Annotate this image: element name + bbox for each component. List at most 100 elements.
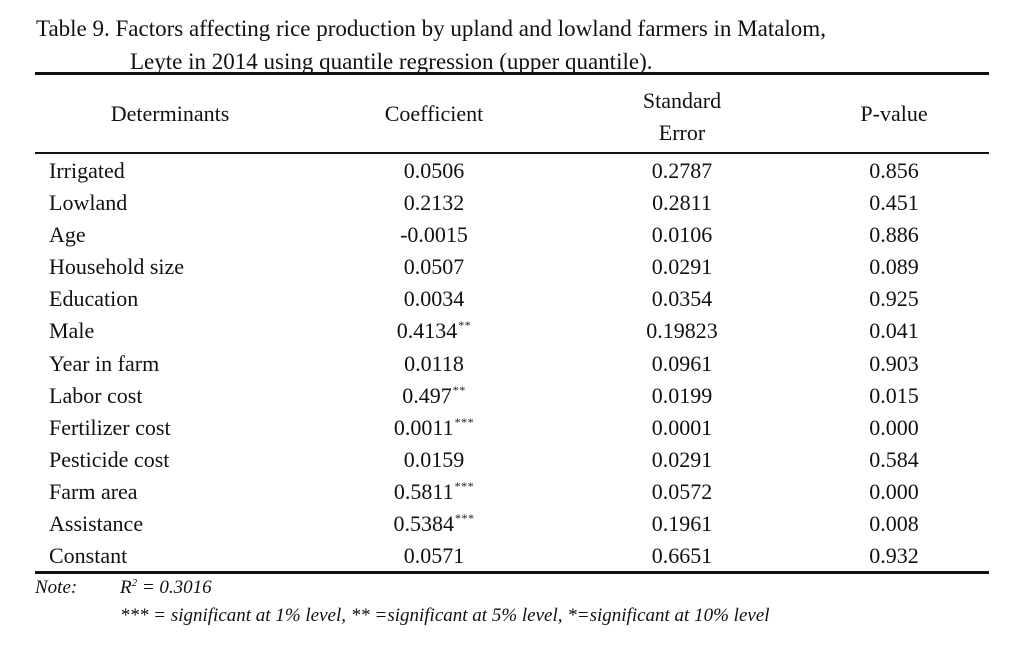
- coefficient-value: 0.5384: [393, 511, 455, 537]
- note-r-squared: R2 = 0.3016: [120, 577, 212, 599]
- p-value-cell: 0.008: [869, 511, 919, 537]
- standard-error-cell: 0.2787: [651, 158, 713, 183]
- table-row: Labor cost 0.497** 0.0199 0.015: [0, 380, 1021, 412]
- header-standard-error-line-2: Error: [658, 120, 706, 145]
- table-row: Year in farm 0.0118 0.0961 0.903: [0, 348, 1021, 380]
- determinant-name: Male: [49, 318, 95, 344]
- standard-error-cell: 0.6651: [651, 543, 713, 569]
- coefficient-value: 0.0011: [393, 414, 454, 440]
- coefficient-cell: 0.0506: [334, 158, 534, 184]
- table-row: Lowland 0.2132 0.2811 0.451: [0, 187, 1021, 219]
- table-row: Household size 0.0507 0.0291 0.089: [0, 251, 1021, 283]
- coefficient-cell: 0.4134**: [334, 318, 534, 344]
- coefficient-value: 0.2132: [403, 190, 465, 216]
- coefficient-value: 0.497: [402, 382, 452, 408]
- coefficient-value: 0.0034: [403, 286, 465, 312]
- standard-error-cell: 0.0572: [651, 478, 713, 504]
- r2-superscript: 2: [131, 577, 138, 589]
- coefficient-value: 0.4134: [396, 318, 458, 344]
- table-row: Pesticide cost 0.0159 0.0291 0.584: [0, 444, 1021, 476]
- determinant-name: Assistance: [49, 511, 144, 537]
- header-standard-error-line-1: Standard: [642, 88, 722, 113]
- p-value-cell: 0.903: [869, 350, 919, 376]
- table-row: Irrigated 0.0506 0.2787 0.856: [0, 155, 1021, 187]
- significance-marker: **: [458, 318, 472, 333]
- coefficient-value: 0.0571: [403, 543, 465, 569]
- p-value-cell: 0.584: [869, 446, 919, 472]
- coefficient-cell: 0.0571: [334, 543, 534, 569]
- significance-marker: ***: [454, 478, 475, 493]
- standard-error-cell: 0.1961: [651, 511, 713, 537]
- coefficient-value: 0.5811: [393, 478, 454, 504]
- header-p-value: P-value: [860, 101, 928, 126]
- determinant-name: Year in farm: [49, 350, 160, 376]
- p-value-cell: 0.451: [869, 190, 919, 216]
- table-row: Fertilizer cost 0.0011*** 0.0001 0.000: [0, 412, 1021, 444]
- coefficient-cell: 0.0159: [334, 447, 534, 473]
- p-value-cell: 0.000: [869, 478, 919, 504]
- coefficient-value: -0.0015: [400, 222, 468, 248]
- r2-value: = 0.3016: [137, 577, 212, 598]
- bottom-rule: [35, 571, 989, 574]
- determinant-name: Farm area: [49, 478, 138, 504]
- header-rule: [35, 152, 989, 154]
- coefficient-value: 0.0159: [403, 446, 465, 472]
- table-body: Irrigated 0.0506 0.2787 0.856 Lowland 0.2132 0…: [0, 155, 1021, 572]
- table-row: Male 0.4134** 0.19823 0.041: [0, 315, 1021, 347]
- note-label: Note:: [35, 577, 78, 598]
- coefficient-cell: 0.0011***: [334, 415, 534, 441]
- coefficient-cell: 0.5811***: [334, 479, 534, 505]
- table-row: Farm area 0.5811*** 0.0572 0.000: [0, 476, 1021, 508]
- determinant-name: Age: [49, 222, 86, 248]
- determinant-name: Constant: [49, 543, 128, 569]
- determinant-name: Pesticide cost: [49, 446, 170, 472]
- p-value-cell: 0.925: [869, 286, 919, 312]
- header-determinants: Determinants: [110, 101, 230, 126]
- p-value-cell: 0.856: [869, 158, 919, 183]
- note-significance-legend: *** = significant at 1% level, ** =signi…: [120, 605, 770, 626]
- coefficient-cell: -0.0015: [334, 222, 534, 248]
- significance-marker: ***: [454, 414, 475, 429]
- top-rule: [35, 72, 989, 75]
- significance-marker: ***: [455, 511, 475, 526]
- standard-error-cell: 0.0291: [651, 446, 713, 472]
- coefficient-cell: 0.0118: [334, 351, 534, 377]
- determinant-name: Labor cost: [49, 382, 143, 408]
- table-row: Assistance 0.5384*** 0.1961 0.008: [0, 508, 1021, 540]
- coefficient-cell: 0.497**: [334, 383, 534, 409]
- p-value-cell: 0.089: [869, 254, 919, 280]
- standard-error-cell: 0.0001: [651, 414, 713, 440]
- standard-error-cell: 0.0354: [651, 286, 713, 312]
- standard-error-cell: 0.19823: [646, 318, 718, 344]
- header-coefficient: Coefficient: [384, 101, 484, 126]
- caption-line-1: Table 9. Factors affecting rice producti…: [36, 16, 826, 41]
- r2-symbol: R: [120, 577, 132, 598]
- p-value-cell: 0.932: [869, 543, 919, 569]
- coefficient-value: 0.0507: [403, 254, 465, 280]
- caption-line-2: Leyte in 2014 using quantile regression …: [130, 49, 653, 74]
- table-row: Age -0.0015 0.0106 0.886: [0, 219, 1021, 251]
- coefficient-cell: 0.0034: [334, 286, 534, 312]
- determinant-name: Lowland: [49, 190, 128, 216]
- p-value-cell: 0.000: [869, 414, 919, 440]
- standard-error-cell: 0.0291: [651, 254, 713, 280]
- standard-error-cell: 0.2811: [652, 190, 712, 216]
- p-value-cell: 0.015: [869, 382, 919, 408]
- coefficient-cell: 0.2132: [334, 190, 534, 216]
- p-value-cell: 0.041: [869, 318, 919, 344]
- table-row: Constant 0.0571 0.6651 0.932: [0, 540, 1021, 572]
- standard-error-cell: 0.0961: [651, 350, 713, 376]
- table-caption: Table 9. Factors affecting rice producti…: [36, 12, 996, 78]
- determinant-name: Fertilizer cost: [49, 414, 171, 440]
- table-row: Education 0.0034 0.0354 0.925: [0, 283, 1021, 315]
- header-standard-error: Standard Error: [582, 85, 782, 149]
- determinant-name: Irrigated: [49, 158, 125, 183]
- standard-error-cell: 0.0106: [651, 222, 713, 248]
- determinant-name: Household size: [49, 254, 185, 280]
- p-value-cell: 0.886: [869, 222, 919, 248]
- determinant-name: Education: [49, 286, 139, 312]
- coefficient-value: 0.0118: [404, 350, 464, 376]
- standard-error-cell: 0.0199: [651, 382, 713, 408]
- significance-marker: **: [452, 382, 466, 397]
- coefficient-cell: 0.5384***: [334, 511, 534, 537]
